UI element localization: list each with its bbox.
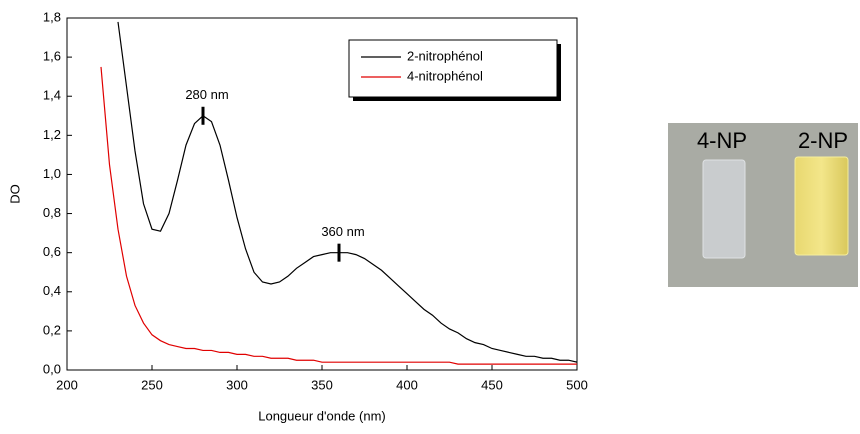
vial-2np <box>794 156 849 256</box>
y-tick-label: 0,6 <box>43 244 61 259</box>
photo-label: 2-NP <box>798 128 848 153</box>
y-tick-label: 1,8 <box>43 9 61 24</box>
y-tick-label: 0,2 <box>43 322 61 337</box>
photo-label: 4-NP <box>697 128 747 153</box>
series-line <box>117 21 577 363</box>
x-tick-label: 250 <box>141 377 163 392</box>
legend-label: 2-nitrophénol <box>407 48 483 63</box>
x-tick-label: 450 <box>481 377 503 392</box>
y-tick-label: 1,0 <box>43 166 61 181</box>
x-tick-label: 350 <box>311 377 333 392</box>
annotation: 360 nm <box>321 224 364 239</box>
legend-box <box>348 39 558 98</box>
x-tick-label: 200 <box>56 377 78 392</box>
y-tick-label: 1,4 <box>43 88 61 103</box>
y-tick-label: 1,6 <box>43 49 61 64</box>
y-tick-label: 0,0 <box>43 361 61 376</box>
x-tick-label: 300 <box>226 377 248 392</box>
y-axis-label: DO <box>7 184 22 204</box>
x-axis-label: Longueur d'onde (nm) <box>258 408 386 423</box>
x-tick-label: 500 <box>566 377 588 392</box>
vial-4np <box>702 159 746 259</box>
legend-label: 4-nitrophénol <box>407 68 483 83</box>
plot-lines <box>100 21 577 365</box>
photo: 4-NP 2-NP <box>668 123 858 287</box>
series-line <box>100 66 577 365</box>
y-tick-label: 1,2 <box>43 127 61 142</box>
y-tick-label: 0,8 <box>43 205 61 220</box>
annotation: 280 nm <box>185 87 228 102</box>
x-tick-label: 400 <box>396 377 418 392</box>
y-tick-label: 0,4 <box>43 283 61 298</box>
